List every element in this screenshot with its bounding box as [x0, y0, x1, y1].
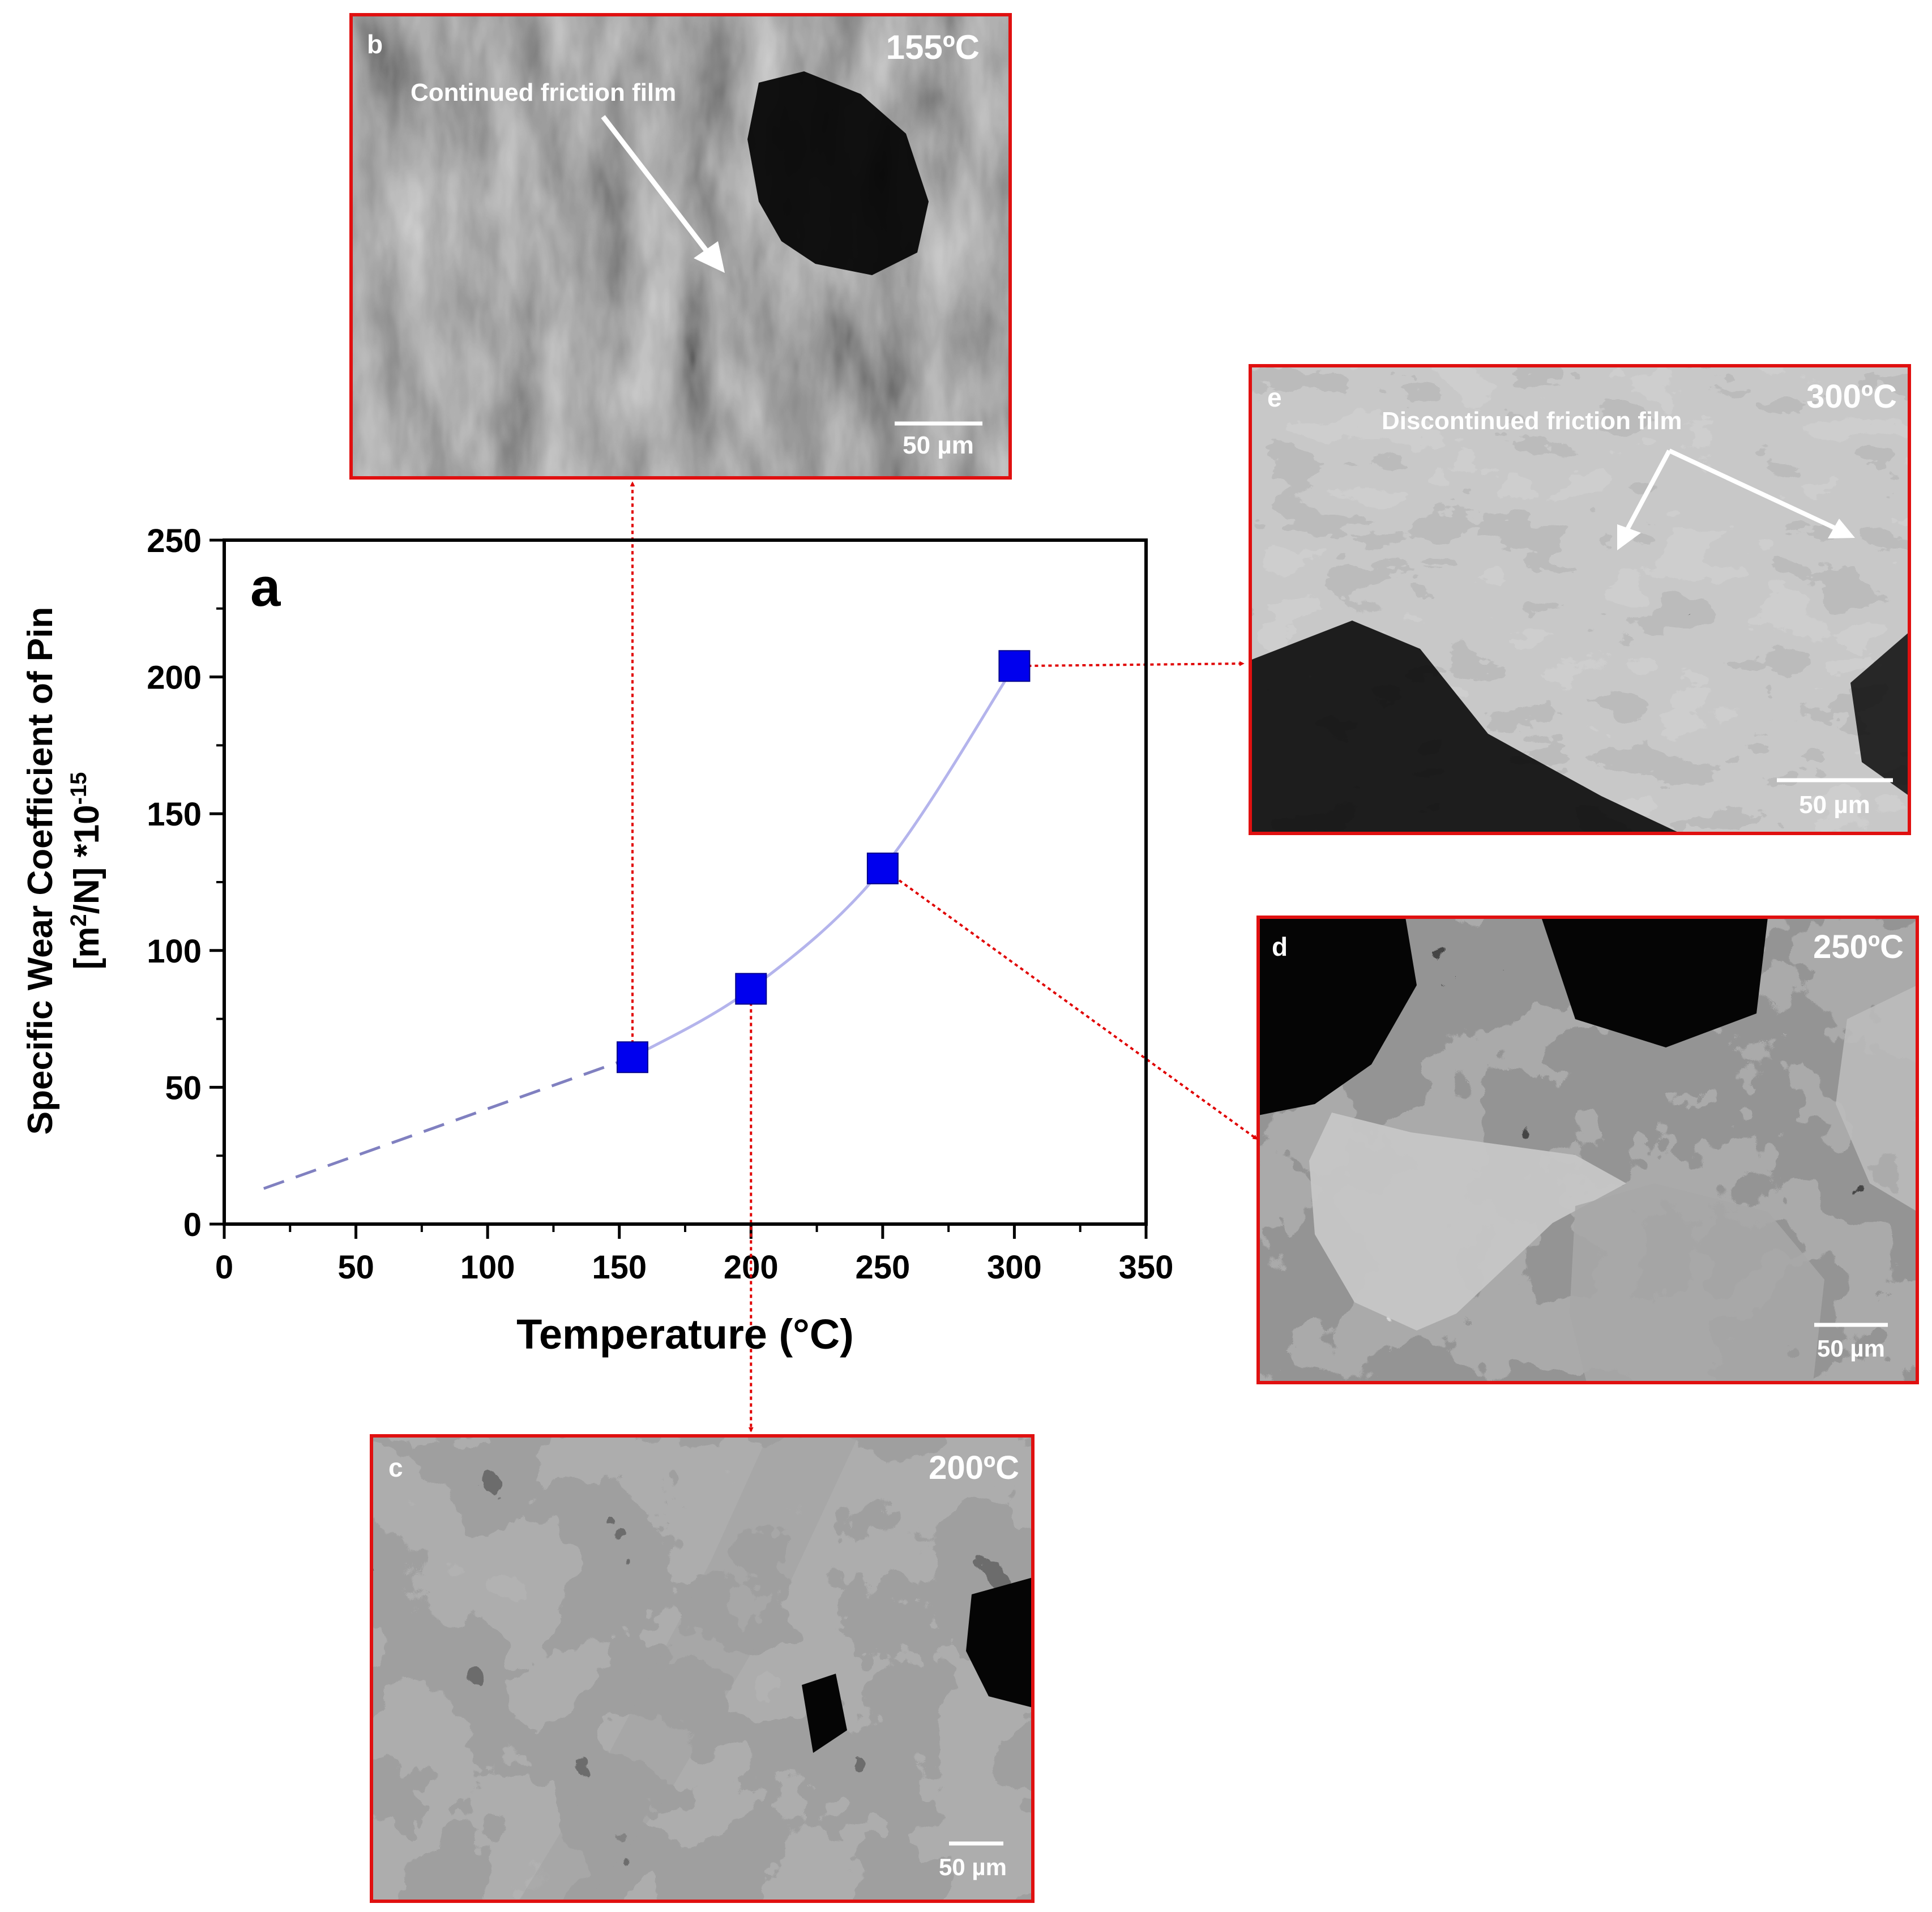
data-point — [866, 852, 899, 884]
micrograph-b-temperature: 155ºC — [886, 28, 980, 66]
micrograph-b: b 155ºC Continued friction film 50 µm — [349, 13, 1012, 480]
micrograph-c-scale-label: 50 µm — [939, 1854, 1007, 1880]
micrograph-b-panel-label: b — [367, 29, 383, 59]
y-tick-labels: 0 50 100 150 200 250 — [147, 523, 202, 1243]
axis-ticks — [210, 538, 1148, 1239]
y-axis-label-scale-exp: -15 — [66, 772, 91, 805]
micrograph-d-bright-flake — [1309, 1113, 1626, 1331]
micrograph-e-annotation: Discontinued friction film — [1382, 407, 1682, 435]
micrograph-e-scale-label: 50 µm — [1799, 791, 1870, 819]
micrograph-d-temperature: 250ºC — [1813, 929, 1904, 965]
y-tick-label: 250 — [147, 523, 202, 559]
micrograph-c-temperature: 200ºC — [929, 1449, 1019, 1486]
y-tick-label: 150 — [147, 796, 202, 833]
micrograph-c-bright-band — [519, 1436, 858, 1901]
y-axis-label-line1: Specific Wear Coefficient of Pin — [21, 607, 60, 1135]
extrapolation-dashed-line — [263, 1055, 633, 1190]
plot-frame — [223, 538, 1148, 1226]
panel-label-a: a — [250, 557, 281, 618]
micrograph-c-panel-label: c — [388, 1453, 403, 1482]
callout-arrow-e — [1014, 661, 1245, 668]
x-tick-label: 350 — [1119, 1249, 1174, 1286]
x-tick-label: 300 — [987, 1249, 1042, 1286]
x-tick-label: 50 — [337, 1249, 374, 1286]
y-tick-label: 0 — [183, 1207, 202, 1243]
x-tick-label: 100 — [460, 1249, 515, 1286]
data-points — [616, 650, 1031, 1073]
x-tick-label: 0 — [215, 1249, 233, 1286]
y-axis-label-line2: [m2/N] *10-15 — [66, 772, 106, 970]
micrograph-b-scale-label: 50 µm — [903, 431, 974, 459]
micrograph-b-annotation: Continued friction film — [411, 79, 676, 106]
fit-curve — [631, 665, 1016, 1059]
micrograph-e-temperature: 300ºC — [1806, 378, 1897, 415]
micrograph-c: c 200ºC 50 µm — [370, 1434, 1035, 1903]
data-point — [735, 973, 767, 1005]
x-tick-label: 150 — [592, 1249, 647, 1286]
callout-arrows — [630, 481, 1258, 1432]
y-tick-label: 200 — [147, 660, 202, 696]
micrograph-b-dark-region — [747, 71, 929, 275]
micrograph-d: d 250ºC 50 µm — [1256, 916, 1919, 1384]
micrograph-b-arrow — [601, 115, 710, 254]
data-point — [616, 1041, 648, 1073]
micrograph-e-dark-region — [1250, 621, 1681, 833]
x-tick-labels: 0 50 100 150 200 250 300 350 — [215, 1249, 1174, 1286]
micrograph-d-panel-label: d — [1272, 932, 1288, 961]
x-tick-label: 250 — [855, 1249, 910, 1286]
micrograph-c-image — [371, 1436, 1033, 1901]
data-point — [998, 650, 1031, 682]
callout-arrow-d — [882, 867, 1258, 1140]
y-tick-label: 100 — [147, 933, 202, 970]
micrograph-e: e 300ºC Discontinued friction film 50 µm — [1249, 364, 1911, 835]
y-axis-label-unit-base: [m — [67, 927, 106, 970]
micrograph-d-scale-label: 50 µm — [1817, 1335, 1885, 1362]
micrograph-e-arrow-right — [1668, 448, 1840, 532]
micrograph-e-panel-label: e — [1267, 383, 1282, 412]
y-axis-label-unit-mid: /N] *10 — [67, 805, 106, 914]
y-axis-label-unit-exp: 2 — [66, 914, 91, 926]
x-axis-label: Temperature (°C) — [516, 1311, 854, 1358]
micrograph-e-arrow-left — [1622, 450, 1672, 537]
y-tick-label: 50 — [165, 1070, 202, 1106]
